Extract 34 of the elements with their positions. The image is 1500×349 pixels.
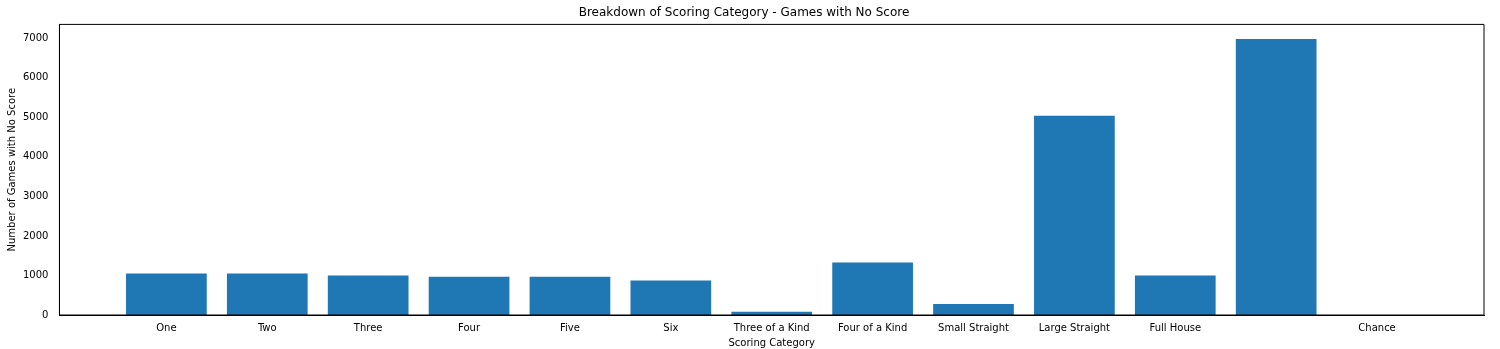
bar bbox=[327, 275, 409, 315]
y-tick-label: 6000 bbox=[23, 71, 49, 83]
y-tick-label: 1000 bbox=[23, 269, 49, 281]
x-tick-label: Small Straight bbox=[938, 321, 1009, 333]
y-tick-label: 7000 bbox=[23, 31, 49, 43]
bar bbox=[529, 276, 611, 315]
bar bbox=[1034, 115, 1115, 315]
bar bbox=[933, 303, 1014, 315]
y-tick-label: 2000 bbox=[23, 229, 49, 241]
bar bbox=[226, 273, 308, 315]
bar bbox=[630, 280, 712, 315]
bar bbox=[1235, 39, 1317, 315]
bar bbox=[832, 262, 913, 315]
x-tick-label: Chance bbox=[1358, 321, 1396, 333]
x-tick-label: Three of a Kind bbox=[732, 321, 810, 333]
y-tick-label: 5000 bbox=[23, 110, 49, 122]
bar bbox=[126, 273, 207, 315]
x-tick-label: One bbox=[156, 321, 177, 333]
chart-title: Breakdown of Scoring Category - Games with No Score bbox=[578, 5, 910, 20]
x-tick-label: Four of a Kind bbox=[837, 321, 908, 333]
x-tick-label: Full House bbox=[1149, 321, 1202, 333]
x-tick-label: Large Straight bbox=[1038, 321, 1111, 333]
x-tick-label: Four bbox=[458, 321, 481, 333]
x-axis-title: Scoring Category bbox=[728, 336, 815, 348]
y-tick-label: 3000 bbox=[23, 189, 49, 201]
x-tick-label: Three bbox=[352, 321, 383, 333]
y-tick-label: 0 bbox=[42, 308, 49, 320]
y-axis-title: Number of Games with No Score bbox=[5, 87, 17, 252]
bar bbox=[1134, 275, 1216, 315]
x-tick-label: Six bbox=[663, 321, 679, 333]
x-tick-label: Two bbox=[256, 321, 277, 333]
bar bbox=[428, 276, 510, 315]
y-tick-label: 4000 bbox=[23, 150, 49, 162]
x-tick-label: Five bbox=[560, 321, 580, 333]
